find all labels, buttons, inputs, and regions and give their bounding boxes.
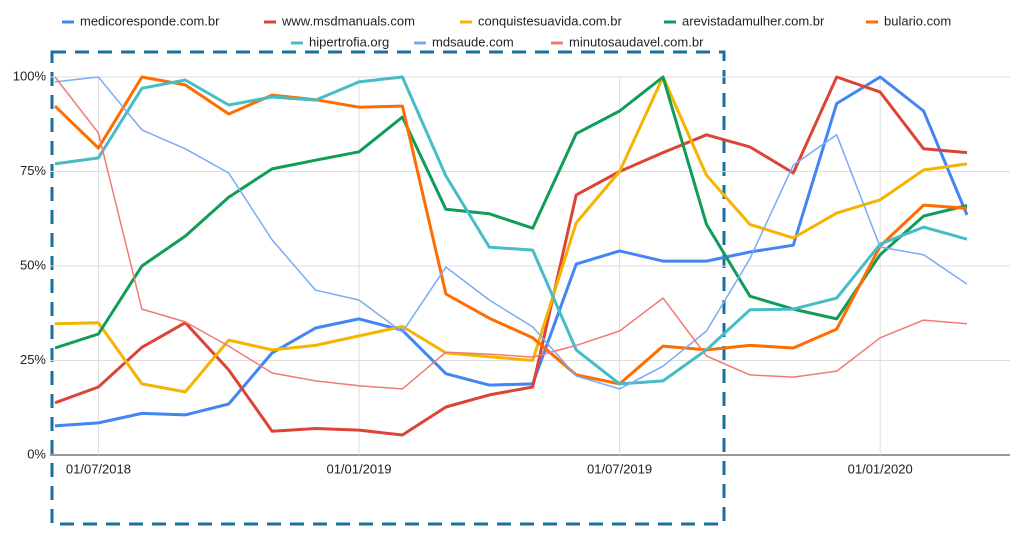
series-line bbox=[54, 76, 968, 390]
x-tick-label: 01/07/2018 bbox=[66, 461, 131, 476]
y-tick-label: 100% bbox=[13, 68, 47, 83]
legend-label: arevistadamulher.com.br bbox=[682, 13, 825, 28]
legend-label: mdsaude.com bbox=[432, 34, 514, 49]
x-tick-label: 01/01/2019 bbox=[326, 461, 391, 476]
y-tick-label: 25% bbox=[20, 352, 46, 367]
x-tick-label: 01/07/2019 bbox=[587, 461, 652, 476]
legend-label: www.msdmanuals.com bbox=[281, 13, 415, 28]
legend-label: conquistesuavida.com.br bbox=[478, 13, 622, 28]
series-line bbox=[54, 75, 968, 386]
series-line bbox=[54, 75, 969, 428]
series-line bbox=[54, 75, 968, 437]
series-line bbox=[54, 75, 968, 394]
legend-label: hipertrofia.org bbox=[309, 34, 389, 49]
legend-label: minutosaudavel.com.br bbox=[569, 34, 704, 49]
series-line bbox=[54, 75, 968, 350]
series-line bbox=[53, 75, 968, 386]
x-tick-label: 01/01/2020 bbox=[848, 461, 913, 476]
legend-label: medicoresponde.com.br bbox=[80, 13, 220, 28]
y-tick-label: 75% bbox=[20, 163, 46, 178]
highlight-box bbox=[50, 50, 726, 526]
y-tick-label: 50% bbox=[20, 257, 46, 272]
y-tick-label: 0% bbox=[27, 446, 46, 461]
series-line bbox=[54, 76, 968, 390]
legend-label: bulario.com bbox=[884, 13, 951, 28]
